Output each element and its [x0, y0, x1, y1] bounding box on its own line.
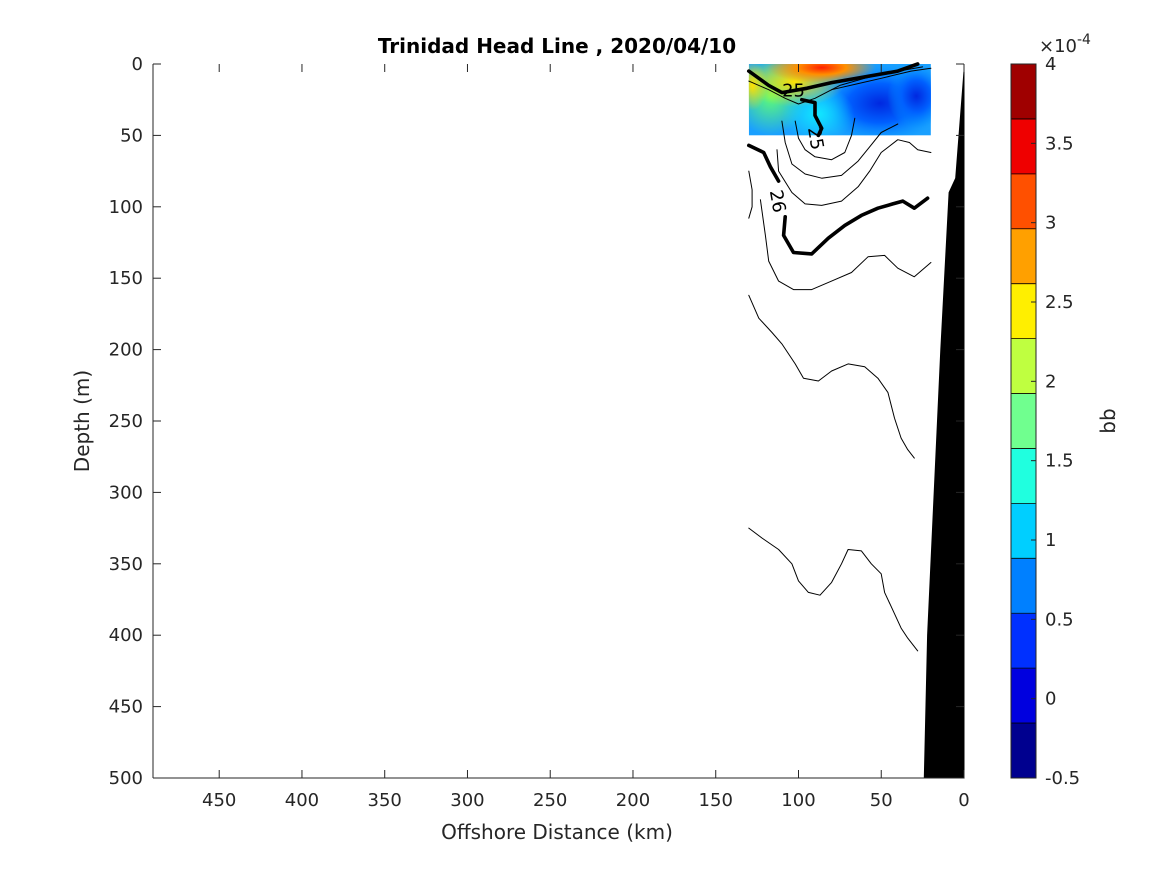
contour-label-0: 25: [782, 81, 805, 102]
colorbar-segment-3: [1011, 558, 1036, 614]
colorbar-tick-label-0: -0.5: [1045, 768, 1080, 789]
y-tick-label-3: 150: [109, 268, 143, 289]
field-blue-patch-right: [887, 64, 931, 129]
x-tick-label-1: 400: [285, 790, 319, 811]
colorbar-segment-0: [1011, 723, 1036, 779]
contour-label-1: 25: [803, 125, 828, 151]
axes: 450 400 350 300 250 200 150 100 50 00501001502002…: [109, 54, 970, 811]
contour-line-11: [748, 294, 915, 459]
contour-line-4: [748, 66, 924, 105]
x-tick-label-9: 0: [958, 790, 969, 811]
contour-line-5: [831, 67, 932, 91]
chart-title: Trinidad Head Line , 2020/04/10: [378, 34, 736, 58]
contour-labels: 25 25 26: [765, 81, 828, 215]
colorbar-segment-10: [1011, 173, 1036, 230]
colorbar-tick-label-7: 3: [1045, 213, 1056, 234]
y-tick-label-5: 250: [109, 411, 143, 432]
contour-line-8: [748, 170, 753, 219]
colorbar-tick-label-1: 0: [1045, 689, 1056, 710]
colorbar-tick-label-4: 1.5: [1045, 451, 1074, 472]
colorbar-segment-9: [1011, 228, 1036, 285]
contour-line-6: [794, 117, 856, 161]
y-tick-label-6: 300: [109, 482, 143, 503]
colorbar-segment-4: [1011, 503, 1036, 559]
x-tick-label-6: 150: [699, 790, 733, 811]
x-axis-label: Offshore Distance (km): [441, 820, 673, 844]
y-tick-label-9: 450: [109, 697, 143, 718]
colorbar-segment-2: [1011, 613, 1036, 669]
colorbar-segment-5: [1011, 448, 1036, 504]
y-tick-label-4: 200: [109, 340, 143, 361]
colorbar-tick-label-6: 2.5: [1045, 292, 1074, 313]
contour-line-10: [759, 199, 932, 291]
contour-label-2: 26: [765, 188, 790, 214]
x-tick-label-0: 450: [202, 790, 236, 811]
y-tick-label-2: 100: [109, 197, 143, 218]
contour-line-7: [781, 120, 899, 179]
bathymetry-shape: [923, 71, 965, 779]
colorbar-segment-1: [1011, 668, 1036, 724]
colorbar-segment-11: [1011, 118, 1036, 175]
colorbar-tick-label-5: 2: [1045, 371, 1056, 392]
y-tick-label-1: 50: [120, 125, 143, 146]
colorbar-tick-label-8: 3.5: [1045, 133, 1074, 154]
colorbar-exponent-power: -4: [1077, 32, 1091, 48]
plot-area: [153, 64, 964, 778]
contour-line-12: [748, 527, 919, 652]
colorbar-exponent: ×10-4: [1039, 32, 1091, 57]
field-yellow-left: [748, 64, 768, 111]
contour-line-2: [747, 143, 781, 183]
colorbar-segment-6: [1011, 393, 1036, 449]
colorbar-exponent-base: ×10: [1039, 36, 1077, 57]
colorbar: -0.5 0 0.5 1 1.5 2 2.5 3 3.5 4×10-4 bb: [1010, 32, 1120, 789]
y-tick-label-8: 400: [109, 625, 143, 646]
x-tick-label-5: 200: [616, 790, 650, 811]
x-tick-label-7: 100: [781, 790, 815, 811]
colorbar-label: bb: [1096, 408, 1120, 433]
colorbar-frame: [1010, 63, 1037, 779]
contour-line-1: [800, 97, 824, 138]
x-tick-label-4: 250: [533, 790, 567, 811]
x-tick-label-3: 300: [450, 790, 484, 811]
y-tick-label-10: 500: [109, 768, 143, 789]
colorbar-segment-7: [1011, 338, 1036, 395]
y-tick-label-7: 350: [109, 554, 143, 575]
colorbar-tick-label-3: 1: [1045, 530, 1056, 551]
bathymetry: [923, 71, 965, 779]
colorbar-segment-12: [1011, 64, 1036, 120]
y-tick-label-0: 0: [132, 54, 143, 75]
y-axis-label: Depth (m): [70, 370, 94, 472]
colorbar-tick-label-2: 0.5: [1045, 609, 1074, 630]
contour-line-3: [781, 196, 930, 256]
contour-line-9: [776, 139, 932, 206]
x-tick-label-2: 350: [368, 790, 402, 811]
colorbar-segment-8: [1011, 283, 1036, 340]
colorbar-tick-label-9: 4: [1045, 54, 1056, 75]
x-tick-label-8: 50: [870, 790, 893, 811]
contour-lines: [747, 62, 932, 652]
